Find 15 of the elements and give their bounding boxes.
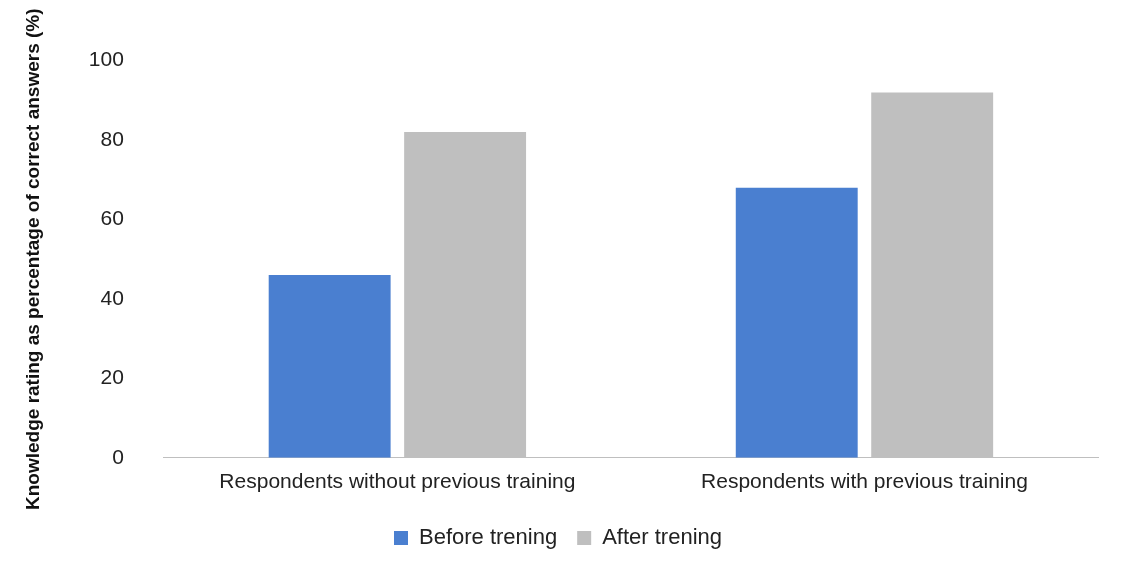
bar <box>268 275 391 458</box>
y-tick-label: 60 <box>100 206 124 230</box>
x-tick-label: Respondents without previous training <box>219 469 576 493</box>
bar <box>404 132 527 458</box>
bar <box>735 187 858 458</box>
y-tick-label: 40 <box>100 285 124 309</box>
y-tick-label: 0 <box>112 444 124 468</box>
y-tick-label: 100 <box>88 47 124 71</box>
bar <box>871 92 994 458</box>
x-tick-label: Respondents with previous training <box>701 469 1028 493</box>
legend-label: Before trening <box>418 524 558 550</box>
y-tick-label: 80 <box>100 126 124 150</box>
y-axis-title: Knowledge rating as percentage of correct answers (%) <box>21 8 43 510</box>
legend-label: After trening <box>602 524 723 550</box>
y-tick-label: 20 <box>100 365 124 389</box>
